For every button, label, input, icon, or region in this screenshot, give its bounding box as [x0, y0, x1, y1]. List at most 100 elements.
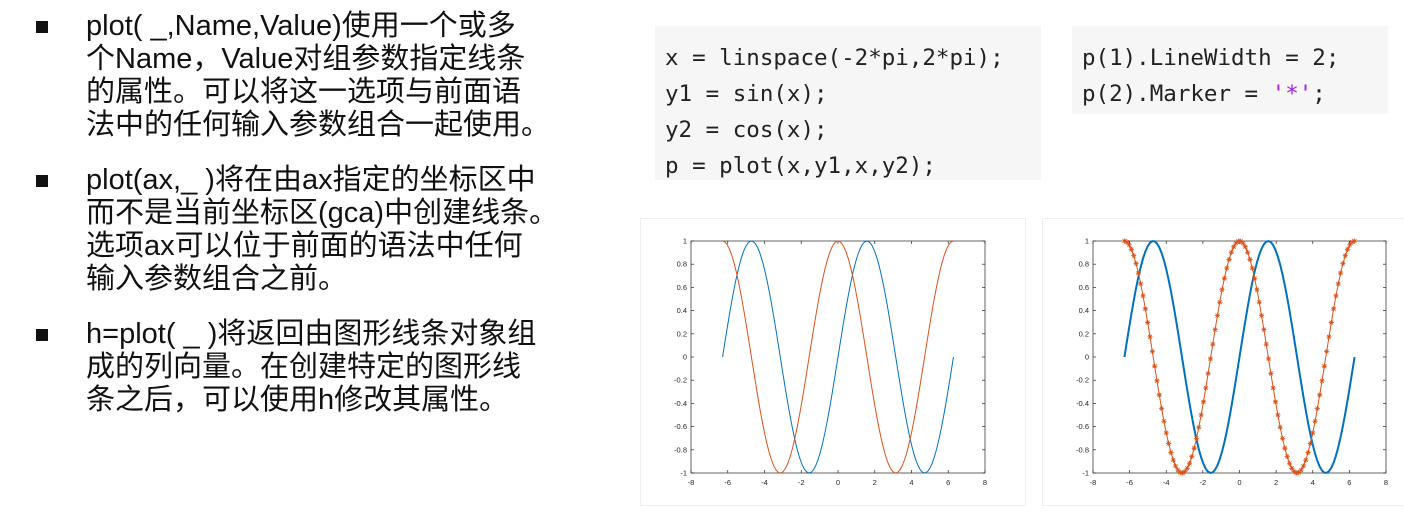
plot-default-svg: -8 -6 -4 -2 0 2 4 6 8 -1 -0.8 -0.6 -0.4 -0.2 0 0.2 0.4 0.… — [674, 237, 987, 488]
x-tick-label: -4 — [761, 478, 768, 487]
y-tick-label: -1 — [1082, 469, 1089, 478]
bullet-item-1: plot( _,Name,Value)使用一个或多 个Name，Value对组参… — [34, 10, 634, 142]
series-line-1 — [722, 240, 954, 474]
series-marker-2 — [1228, 249, 1234, 255]
bullet-3-line-3: 条之后，可以使用h修改其属性。 — [86, 384, 509, 416]
series-marker-2 — [1159, 405, 1165, 412]
series-marker-2 — [1182, 468, 1188, 475]
x-tick-label: 4 — [909, 478, 913, 487]
series-marker-2 — [1349, 239, 1355, 245]
bullet-square-icon — [36, 175, 48, 187]
series-marker-2 — [1121, 238, 1128, 244]
y-tick-label: -0.4 — [674, 399, 687, 408]
x-tick-label: -6 — [1126, 478, 1133, 487]
series-marker-2 — [1245, 249, 1251, 255]
series-marker-2 — [1238, 238, 1244, 244]
x-tick-label: 0 — [836, 478, 840, 487]
series-marker-2 — [1289, 465, 1295, 471]
y-tick-label: 0.6 — [1079, 283, 1089, 292]
series-marker-2 — [1217, 299, 1223, 305]
bullet-list: plot( _,Name,Value)使用一个或多 个Name，Value对组参… — [34, 10, 634, 439]
x-tick-label: 6 — [1347, 478, 1351, 487]
y-tick-label: 0.2 — [1079, 329, 1089, 338]
series-marker-2 — [1279, 435, 1286, 441]
y-tick-label: 0.6 — [677, 283, 687, 292]
series-marker-2 — [1152, 363, 1158, 369]
series-marker-2 — [1219, 287, 1225, 293]
series-marker-2 — [1272, 399, 1279, 405]
series-marker-2 — [1175, 467, 1181, 473]
bullet-1-line-3: 的属性。可以将这一选项与前面语 — [86, 76, 522, 108]
series-marker-2 — [1240, 240, 1246, 246]
series-marker-2 — [1140, 293, 1146, 299]
series-marker-2 — [1131, 253, 1137, 259]
code-marker-string: '*' — [1271, 81, 1313, 107]
series-marker-2 — [1128, 246, 1135, 252]
series-marker-2 — [1254, 287, 1260, 293]
series-marker-2 — [1221, 275, 1227, 281]
series-marker-2 — [1256, 299, 1262, 305]
y-tick-label: 0.8 — [1079, 260, 1089, 269]
bullet-item-3: h=plot( _ )将返回由图形线条对象组 成的列向量。在创建特定的图形线 条… — [34, 318, 634, 417]
series-marker-2 — [1200, 399, 1207, 405]
series-marker-2 — [1319, 378, 1325, 384]
series-marker-2 — [1154, 378, 1160, 384]
series-marker-2 — [1166, 440, 1172, 447]
bullet-2-line-1: plot(ax,_ )将在由ax指定的坐标区中 — [86, 164, 536, 196]
bullet-2-line-2: 而不是当前坐标区(gca)中创建线条。 — [86, 197, 559, 229]
x-tick-label: -2 — [1200, 478, 1207, 487]
series-marker-2 — [1203, 385, 1209, 391]
bullet-1-line-2: 个Name，Value对组参数指定线条 — [86, 43, 526, 75]
series-marker-2 — [1344, 246, 1351, 252]
series-marker-2 — [1305, 449, 1311, 456]
series-marker-2 — [1310, 430, 1316, 436]
y-tick-label: -0.4 — [1076, 399, 1089, 408]
code-line-marker: p(2).Marker = '*'; — [1082, 76, 1378, 112]
series-marker-2 — [1214, 313, 1221, 319]
bullet-item-2: plot(ax,_ )将在由ax指定的坐标区中 而不是当前坐标区(gca)中创建… — [34, 164, 634, 296]
y-tick-label: 1 — [1085, 237, 1089, 246]
series-marker-2 — [1205, 370, 1211, 377]
x-tick-label: 8 — [983, 478, 987, 487]
series-marker-2 — [1249, 265, 1255, 271]
series-marker-2 — [1293, 470, 1300, 476]
series-marker-2 — [1156, 392, 1162, 398]
series-marker-2 — [1303, 457, 1309, 463]
y-tick-label: 0.8 — [677, 260, 687, 269]
code-block-properties: p(1).LineWidth = 2; p(2).Marker = '*'; — [1072, 26, 1388, 114]
series-marker-2 — [1328, 319, 1334, 326]
series-marker-2 — [1133, 260, 1139, 267]
series-marker-2 — [1284, 453, 1290, 460]
series-marker-2 — [1226, 256, 1232, 263]
code-line-1: x = linspace(-2*pi,2*pi); — [665, 45, 1004, 71]
series-marker-2 — [1184, 465, 1190, 471]
series-marker-2 — [1196, 424, 1202, 430]
code-marker-prefix: p(2).Marker = — [1082, 81, 1272, 107]
series-marker-2 — [1210, 341, 1216, 347]
series-marker-2 — [1168, 449, 1174, 456]
series-marker-2 — [1291, 468, 1297, 475]
code-line-linewidth: p(1).LineWidth = 2; — [1082, 45, 1340, 71]
series-marker-2 — [1261, 327, 1267, 333]
plot-styled: -8 -6 -4 -2 0 2 4 6 8 -1 -0.8 -0.6 -0.4 -0.2 0 0.2 0.4 0.… — [1042, 218, 1404, 506]
series-marker-2 — [1342, 253, 1348, 259]
series-marker-2 — [1198, 412, 1204, 418]
series-marker-2 — [1163, 430, 1169, 436]
bullet-1-line-4: 法中的任何输入参数组合一起使用。 — [86, 109, 551, 141]
series-marker-2 — [1177, 469, 1183, 476]
series-marker-2 — [1300, 463, 1307, 469]
series-marker-2 — [1142, 306, 1148, 312]
series-marker-2 — [1335, 281, 1341, 287]
series-marker-2 — [1207, 356, 1214, 362]
series-marker-2 — [1270, 385, 1276, 391]
series-marker-2 — [1275, 412, 1281, 418]
series-marker-2 — [1161, 418, 1167, 424]
series-marker-2 — [1286, 460, 1293, 466]
bullet-2-line-3: 选项ax可以位于前面的语法中任何 — [86, 230, 523, 262]
y-tick-label: 0 — [1085, 353, 1089, 362]
series-marker-2 — [1135, 270, 1141, 276]
plot-default: -8 -6 -4 -2 0 2 4 6 8 -1 -0.8 -0.6 -0.4 -0.2 0 0.2 0.4 0.… — [640, 218, 1026, 506]
series-marker-2 — [1265, 356, 1272, 362]
series-marker-2 — [1247, 256, 1253, 263]
series-marker-2 — [1268, 370, 1274, 377]
